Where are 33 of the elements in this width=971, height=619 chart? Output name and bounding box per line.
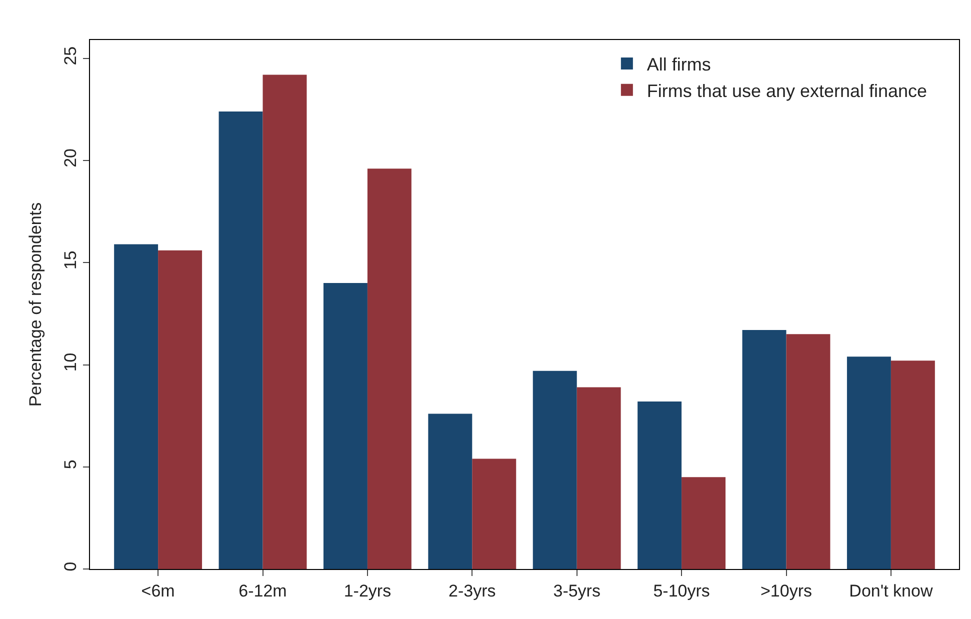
bar (682, 477, 726, 569)
bar (786, 334, 830, 569)
bar (218, 111, 263, 569)
legend-label: Firms that use any external finance (646, 80, 928, 101)
y-tick-label: 5 (61, 460, 80, 470)
y-tick-label: 10 (61, 352, 80, 372)
bar (472, 458, 516, 569)
x-tick-label: Don't know (849, 581, 934, 600)
bar (428, 414, 472, 569)
bar (890, 360, 935, 569)
bar (114, 244, 158, 569)
x-tick-label: <6m (141, 581, 175, 600)
x-tick-label: 1-2yrs (344, 581, 392, 600)
legend-label: All firms (646, 54, 711, 75)
y-tick-label: 25 (61, 46, 80, 66)
bar (262, 74, 307, 569)
y-tick-label: 0 (61, 562, 80, 572)
x-tick-label: 3-5yrs (553, 581, 600, 600)
x-tick-label: 6-12m (238, 581, 287, 600)
bar (576, 387, 621, 569)
x-tick-label: >10yrs (760, 581, 812, 600)
x-tick-label: 5-10yrs (653, 581, 710, 600)
x-tick-label: 2-3yrs (448, 581, 496, 600)
y-axis-title: Percentage of respondents (26, 202, 45, 407)
bar (158, 250, 202, 569)
y-tick-label: 20 (61, 148, 80, 168)
bar (742, 330, 786, 569)
bar (638, 402, 682, 569)
bar (532, 370, 577, 569)
bar (367, 168, 412, 569)
bar (846, 356, 891, 569)
bar (323, 283, 368, 569)
y-tick-label: 15 (61, 250, 80, 270)
